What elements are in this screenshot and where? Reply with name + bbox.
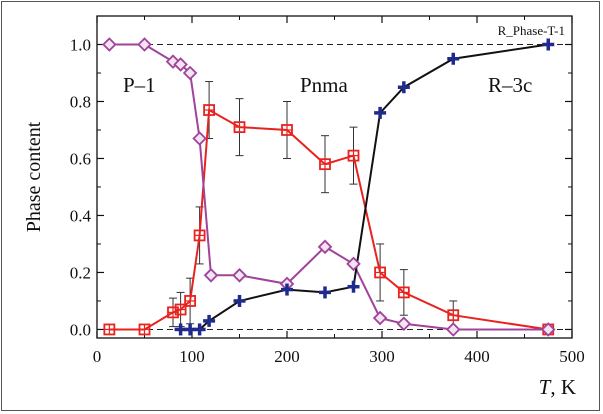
data-point-p1 [396, 316, 412, 332]
data-point-p1 [173, 57, 188, 72]
data-point-pnma [447, 309, 460, 322]
data-point-pnma [233, 121, 246, 134]
y-tick-label: 0.6 [70, 149, 91, 168]
data-point-pnma [319, 158, 331, 171]
y-tick-label: 0.4 [70, 206, 92, 225]
data-point-p1 [445, 322, 461, 337]
data-point-r3c [347, 280, 360, 293]
y-tick-label: 0.8 [70, 92, 91, 111]
data-point-p1 [203, 268, 219, 283]
data-point-pnma [193, 229, 206, 242]
data-point-r3c [319, 286, 331, 299]
data-point-pnma [184, 295, 197, 307]
data-point-pnma [174, 303, 187, 316]
data-point-p1 [137, 37, 152, 52]
data-point-p1 [372, 310, 388, 326]
data-point-pnma [203, 104, 216, 116]
series-line-pnma [109, 108, 549, 331]
data-point-pnma [397, 286, 410, 299]
data-point-p1 [346, 256, 361, 272]
data-point-r3c [281, 283, 293, 296]
data-point-pnma [281, 124, 293, 136]
data-point-p1 [192, 131, 207, 146]
axis-ticks: 0 100 200 300 400 500 0.0 0.2 0.4 0.6 0.8 1.0 [70, 16, 585, 366]
x-tick-label: 400 [464, 347, 490, 366]
phase-label-r3c: R–3c [488, 73, 532, 97]
data-point-r3c [397, 81, 410, 94]
data-point-r3c [193, 323, 206, 336]
data-point-r3c [203, 314, 216, 327]
data-point-pnma [347, 149, 360, 162]
phase-label-p1: P–1 [123, 73, 156, 97]
data-point-r3c [374, 106, 387, 119]
x-tick-label: 300 [369, 347, 395, 366]
data-point-r3c [447, 52, 460, 65]
y-tick-label: 1.0 [70, 35, 91, 54]
data-point-pnma [138, 323, 151, 336]
x-tick-label: 500 [559, 347, 585, 366]
data-point-p1 [102, 37, 117, 52]
data-point-p1 [182, 65, 198, 81]
data-point-p1 [540, 322, 556, 337]
data-point-r3c [542, 38, 555, 51]
x-tick-label: 100 [179, 347, 205, 366]
data-point-pnma [103, 323, 116, 336]
data-point-pnma [374, 266, 387, 279]
series-markers [102, 37, 556, 337]
data-point-p1 [232, 268, 247, 283]
data-point-p1 [317, 239, 333, 255]
y-tick-label: 0.2 [70, 263, 91, 282]
x-tick-label: 0 [93, 347, 102, 366]
data-point-r3c [233, 294, 246, 307]
phase-label-pnma: Pnma [300, 73, 349, 97]
y-tick-label: 0.0 [70, 320, 91, 339]
corner-label: R_Phase-T-1 [498, 23, 565, 38]
x-axis-label: T, K [539, 375, 576, 399]
x-tick-label: 200 [274, 347, 300, 366]
y-axis-label: Phase content [23, 121, 45, 232]
